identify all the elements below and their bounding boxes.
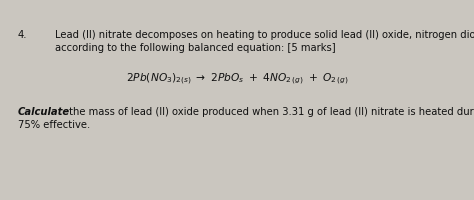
Text: the mass of lead (II) oxide produced when 3.31 g of lead (II) nitrate is heated : the mass of lead (II) oxide produced whe… <box>66 106 474 116</box>
Text: 4.: 4. <box>18 30 27 40</box>
Text: 75% effective.: 75% effective. <box>18 119 90 129</box>
Text: according to the following balanced equation: [5 marks]: according to the following balanced equa… <box>55 43 336 53</box>
Text: Calculate: Calculate <box>18 106 70 116</box>
Text: Lead (II) nitrate decomposes on heating to produce solid lead (II) oxide, nitrog: Lead (II) nitrate decomposes on heating … <box>55 30 474 40</box>
Text: $2Pb(NO_3)_{2(s)}\ \rightarrow\ 2PbO_s\ +\ 4NO_{2\,(g)}\ +\ O_{2\,(g)}$: $2Pb(NO_3)_{2(s)}\ \rightarrow\ 2PbO_s\ … <box>126 72 348 87</box>
